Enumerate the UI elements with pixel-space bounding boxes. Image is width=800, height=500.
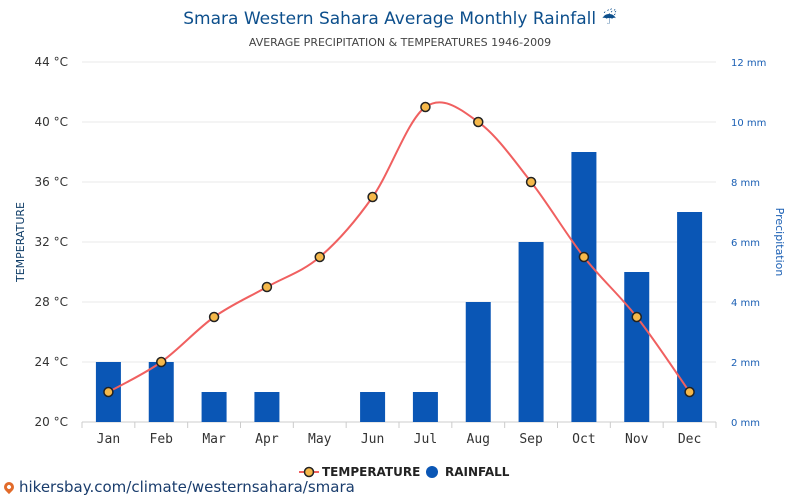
temperature-point[interactable] — [314, 251, 325, 263]
rainfall-bar[interactable] — [254, 392, 280, 422]
y-tick-right: 0 mm — [731, 418, 760, 429]
chart-title: Smara Western Sahara Average Monthly Rai… — [183, 8, 616, 29]
legend-rainfall-label: RAINFALL — [445, 465, 510, 479]
y-tick-left: 32 °C — [35, 235, 68, 249]
temperature-point[interactable] — [578, 251, 590, 263]
rainfall-bar[interactable] — [571, 152, 597, 422]
temperature-point[interactable] — [631, 311, 642, 323]
temperature-point[interactable] — [473, 116, 484, 128]
x-axis: Jan Feb Mar Apr May Jun Jul Aug Sep Oct Nov Dec — [81, 422, 717, 447]
y-tick-left: 24 °C — [35, 355, 68, 369]
x-tick-label: Feb — [150, 432, 174, 447]
y-tick-right: 8 mm — [731, 178, 760, 189]
x-tick-label: Dec — [678, 432, 701, 447]
y-tick-left: 40 °C — [35, 115, 68, 129]
y-axis-left-ticks: 20 °C 24 °C 28 °C 32 °C 36 °C 40 °C 44 °C — [35, 55, 68, 429]
x-tick-label: Aug — [467, 432, 490, 447]
rainfall-bar[interactable] — [412, 392, 438, 422]
y-axis-left-label: TEMPERATURE — [14, 202, 27, 283]
y-tick-left: 36 °C — [35, 175, 68, 189]
temperature-point[interactable] — [103, 386, 114, 398]
x-tick-label: Mar — [202, 432, 226, 447]
x-tick-label: Nov — [625, 432, 649, 447]
temperature-point[interactable] — [261, 281, 273, 293]
y-tick-left: 28 °C — [35, 295, 68, 309]
legend-rainfall-marker-icon — [426, 466, 438, 478]
legend-temperature-marker-icon — [303, 466, 315, 478]
map-pin-icon — [1, 479, 17, 495]
temperature-point[interactable] — [208, 311, 220, 323]
umbrella-rain-icon: ☔ — [601, 8, 616, 29]
x-tick-label: Apr — [255, 432, 279, 447]
temperature-point[interactable] — [525, 176, 537, 188]
y-axis-right-label: Precipitation — [773, 208, 786, 277]
temperature-points — [103, 101, 695, 398]
rainfall-bar[interactable] — [465, 302, 491, 422]
chart-subtitle: AVERAGE PRECIPITATION & TEMPERATURES 194… — [249, 36, 551, 49]
temperature-point[interactable] — [420, 101, 431, 113]
y-tick-right: 6 mm — [731, 238, 760, 249]
temperature-point[interactable] — [367, 191, 378, 203]
y-tick-right: 4 mm — [731, 298, 760, 309]
x-tick-label: May — [308, 432, 332, 447]
legend: TEMPERATURE RAINFALL — [299, 465, 510, 479]
y-tick-left: 44 °C — [35, 55, 68, 69]
y-axis-right-ticks: 0 mm 2 mm 4 mm 6 mm 8 mm 10 mm 12 mm — [731, 58, 766, 429]
rainfall-bar[interactable] — [148, 362, 174, 422]
temperature-point[interactable] — [156, 356, 167, 368]
rainfall-bar[interactable] — [360, 392, 386, 422]
rainfall-bar[interactable] — [518, 242, 544, 422]
y-tick-right: 10 mm — [731, 118, 766, 129]
legend-temperature-label: TEMPERATURE — [322, 465, 420, 479]
x-tick-label: Jun — [361, 432, 384, 447]
x-tick-label: Jul — [414, 432, 437, 447]
rainfall-bar[interactable] — [624, 272, 650, 422]
source-link[interactable]: hikersbay.com/climate/westernsahara/smar… — [1, 478, 355, 496]
gridlines — [82, 61, 716, 423]
y-tick-right: 12 mm — [731, 58, 766, 69]
rainfall-bar[interactable] — [201, 392, 227, 422]
legend-item-temperature[interactable]: TEMPERATURE — [299, 465, 420, 479]
x-tick-label: Jan — [97, 432, 120, 447]
source-text: hikersbay.com/climate/westernsahara/smar… — [19, 478, 355, 496]
x-tick-label: Oct — [572, 432, 595, 447]
legend-item-rainfall[interactable]: RAINFALL — [426, 465, 510, 479]
x-tick-label: Sep — [519, 432, 543, 447]
temperature-point[interactable] — [684, 386, 695, 398]
y-tick-right: 2 mm — [731, 358, 760, 369]
y-tick-left: 20 °C — [35, 415, 68, 429]
temperature-line — [107, 101, 691, 393]
